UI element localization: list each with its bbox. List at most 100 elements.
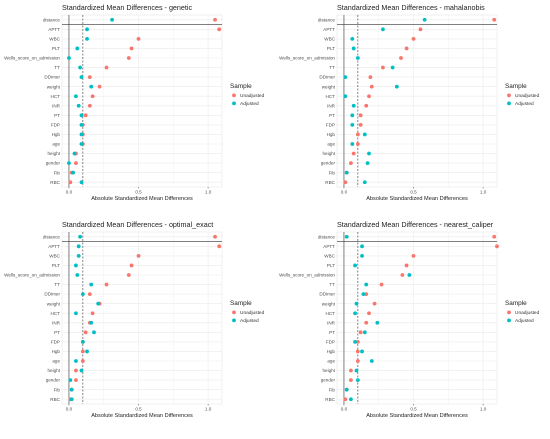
plot-area xyxy=(61,14,223,188)
unadjusted-point-wbc xyxy=(411,253,416,258)
plot-area xyxy=(336,14,498,188)
adjusted-point-fdp xyxy=(353,339,357,344)
adjusted-point-plt xyxy=(75,46,80,51)
adjusted-point-aptt xyxy=(85,27,89,32)
unadjusted-point-hct xyxy=(367,311,371,316)
unadjusted-point-distance xyxy=(492,234,497,239)
adjusted-point-distance xyxy=(110,17,114,22)
unadjusted-point-age xyxy=(80,359,85,363)
adjusted-point-pt xyxy=(92,330,96,335)
adjusted-point-rbc xyxy=(349,397,353,402)
adjusted-point-gender xyxy=(67,161,71,166)
y-tick-label: FDP xyxy=(51,339,60,344)
unadjusted-point-weight xyxy=(97,84,102,89)
legend-label-adjusted: Adjusted xyxy=(240,101,259,107)
adjusted-point-height xyxy=(72,151,77,156)
y-tick-label: distance xyxy=(43,234,61,239)
unadjusted-point-wells_score_on_admission xyxy=(126,56,131,60)
adjusted-point-inr xyxy=(375,320,380,325)
adjusted-point-weight xyxy=(96,301,101,306)
x-axis-label: Absolute Standardized Mean Differences xyxy=(91,196,193,202)
adjusted-point-aptt xyxy=(381,27,385,32)
y-tick-label: APTT xyxy=(48,244,60,249)
chart-panel-1: Standardized Mean Differences - geneticd… xyxy=(4,3,264,202)
y-tick-label: Wells_score_on_admission xyxy=(279,56,335,61)
adjusted-point-height xyxy=(354,368,359,373)
x-tick-label: 0.0 xyxy=(66,407,73,412)
adjusted-point-age xyxy=(350,142,355,146)
y-tick-label: PT xyxy=(54,113,60,118)
y-tick-label: DDimer xyxy=(319,292,335,297)
unadjusted-point-tt xyxy=(379,282,384,287)
y-tick-label: age xyxy=(327,142,335,147)
y-tick-label: WBC xyxy=(49,253,60,258)
unadjusted-point-hct xyxy=(90,311,95,316)
legend-title: Sample xyxy=(230,83,252,90)
chart-title: Standardized Mean Differences - genetic xyxy=(62,3,193,12)
y-tick-label: APTT xyxy=(323,27,335,32)
legend-label-adjusted: Adjusted xyxy=(240,318,259,324)
y-tick-label: HCT xyxy=(51,311,61,316)
unadjusted-point-height xyxy=(74,368,78,373)
unadjusted-point-fdp xyxy=(355,339,360,344)
adjusted-point-distance xyxy=(344,234,349,239)
adjusted-point-ddimer xyxy=(361,292,366,297)
unadjusted-point-wells_score_on_admission xyxy=(400,273,405,277)
unadjusted-point-wells_score_on_admission xyxy=(399,56,403,60)
y-tick-label: DDimer xyxy=(44,75,60,80)
unadjusted-point-ddimer xyxy=(87,75,92,80)
y-tick-label: weight xyxy=(322,84,336,89)
adjusted-point-wells_score_on_admission xyxy=(407,273,412,277)
adjusted-point-hgb xyxy=(79,132,84,137)
adjusted-point-wbc xyxy=(85,36,89,41)
plot-area xyxy=(61,231,223,405)
unadjusted-point-pt xyxy=(83,330,88,335)
adjusted-point-hct xyxy=(353,311,357,316)
unadjusted-point-hgb xyxy=(80,349,85,354)
x-axis-label: Absolute Standardized Mean Differences xyxy=(91,413,193,419)
adjusted-point-wbc xyxy=(360,253,364,258)
adjusted-point-inr xyxy=(76,103,81,108)
y-tick-label: WBC xyxy=(49,36,60,41)
y-tick-label: HCT xyxy=(51,94,61,99)
unadjusted-point-plt xyxy=(404,263,409,268)
adjusted-point-age xyxy=(369,359,374,363)
unadjusted-point-hct xyxy=(367,94,371,99)
legend-key-adjusted xyxy=(232,318,236,323)
legend-label-unadjusted: Unadjusted xyxy=(515,93,540,99)
legend-key-adjusted xyxy=(232,101,236,106)
adjusted-point-fib xyxy=(344,170,349,175)
adjusted-point-aptt xyxy=(76,244,81,249)
unadjusted-point-height xyxy=(349,368,353,373)
unadjusted-point-inr xyxy=(364,103,369,108)
adjusted-point-height xyxy=(367,151,371,156)
adjusted-point-fdp xyxy=(79,122,84,127)
x-axis-label: Absolute Standardized Mean Differences xyxy=(366,196,468,202)
y-tick-label: Hgb xyxy=(327,349,336,354)
y-tick-label: DDimer xyxy=(44,292,60,297)
y-tick-label: INR xyxy=(52,103,61,108)
adjusted-point-weight xyxy=(354,301,359,306)
adjusted-point-plt xyxy=(74,263,78,268)
y-tick-label: PLT xyxy=(327,46,335,51)
y-tick-label: RBC xyxy=(325,397,335,402)
y-tick-label: Wells_score_on_admission xyxy=(4,56,60,61)
unadjusted-point-wbc xyxy=(136,36,141,41)
adjusted-point-tt xyxy=(78,65,82,70)
y-tick-label: weight xyxy=(47,301,61,306)
x-tick-label: 1.0 xyxy=(205,190,212,195)
y-tick-label: PT xyxy=(54,330,60,335)
legend-key-unadjusted xyxy=(232,310,236,315)
y-tick-label: distance xyxy=(318,17,336,22)
adjusted-point-hct xyxy=(74,311,78,316)
chart-panel-3: Standardized Mean Differences - optimal_… xyxy=(4,220,264,419)
adjusted-point-gender xyxy=(355,378,360,383)
chart-title: Standardized Mean Differences - nearest_… xyxy=(337,220,494,229)
unadjusted-point-gender xyxy=(74,161,78,166)
legend-label-unadjusted: Unadjusted xyxy=(240,310,265,316)
adjusted-point-gender xyxy=(365,161,370,166)
y-tick-label: TT xyxy=(329,282,335,287)
adjusted-point-distance xyxy=(422,17,427,22)
